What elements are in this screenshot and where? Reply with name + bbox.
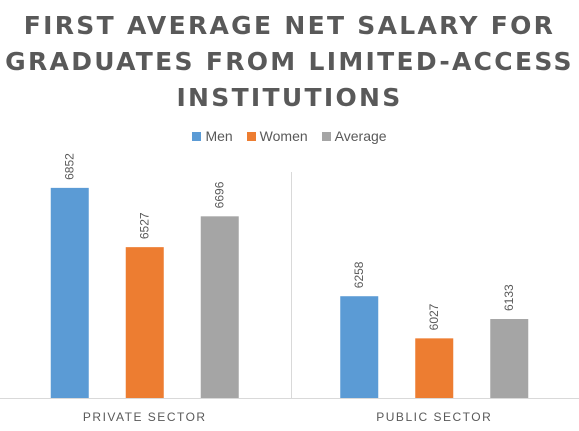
data-label: 6852 [63, 153, 77, 180]
legend-swatch-women [246, 131, 256, 141]
chart-title-line: FIRST AVERAGE NET SALARY FOR [23, 11, 556, 40]
data-label: 6258 [352, 261, 366, 288]
legend-item-women: Women [246, 128, 308, 144]
bar-women-private [125, 247, 164, 398]
x-tick-label: PUBLIC SECTOR [376, 410, 492, 424]
legend-item-men: Men [192, 128, 233, 144]
data-label: 6027 [427, 303, 441, 330]
bar-men-public [340, 296, 379, 398]
chart-title-line: INSTITUTIONS [176, 83, 403, 112]
chart-title-line: GRADUATES FROM LIMITED-ACCESS [5, 47, 574, 76]
data-label: 6133 [502, 284, 516, 311]
bar-women-public [415, 338, 454, 398]
legend: Men Women Average [0, 128, 579, 144]
legend-swatch-men [192, 131, 202, 141]
legend-label-average: Average [334, 128, 387, 144]
bar-average-private [200, 216, 239, 398]
bar-men-private [50, 187, 89, 398]
data-label: 6696 [213, 181, 227, 208]
chart-title: FIRST AVERAGE NET SALARY FOR GRADUATES F… [0, 8, 579, 116]
legend-swatch-average [321, 131, 331, 141]
data-label: 6527 [138, 212, 152, 239]
x-tick-label: PRIVATE SECTOR [83, 410, 207, 424]
legend-label-men: Men [205, 128, 233, 144]
bar-average-public [490, 319, 529, 398]
legend-label-women: Women [259, 128, 308, 144]
legend-item-average: Average [321, 128, 387, 144]
